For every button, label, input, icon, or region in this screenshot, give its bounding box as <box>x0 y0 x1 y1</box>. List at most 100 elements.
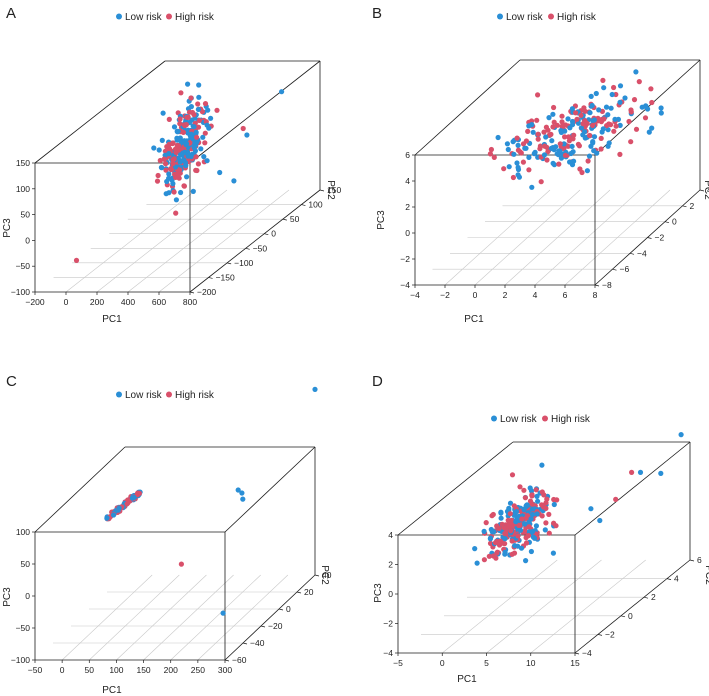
point-low-risk <box>524 502 530 508</box>
point-low-risk <box>589 102 595 109</box>
y-tick-label: 2 <box>690 201 695 211</box>
point-high-risk <box>649 99 655 106</box>
point-high-risk <box>537 143 544 149</box>
point-high-risk <box>628 139 634 145</box>
point-high-risk <box>195 124 202 130</box>
point-high-risk <box>613 496 619 502</box>
point-low-risk <box>166 171 172 177</box>
y-tick-label: 20 <box>304 587 314 597</box>
point-high-risk <box>587 132 593 139</box>
point-high-risk <box>519 516 525 522</box>
z-tick-label: −100 <box>11 655 30 665</box>
x-tick-label: 2 <box>503 290 508 300</box>
point-low-risk <box>542 527 548 533</box>
point-low-risk <box>158 164 164 171</box>
z-axis-label: PC3 <box>376 210 387 230</box>
point-low-risk <box>502 536 508 542</box>
point-low-risk <box>605 127 611 133</box>
point-low-risk <box>217 169 223 176</box>
point-low-risk <box>522 145 528 151</box>
point-high-risk <box>514 135 520 141</box>
legend: Low risk High risk <box>497 12 597 23</box>
point-low-risk <box>205 107 211 113</box>
y-tick <box>629 252 635 255</box>
point-low-risk <box>166 151 172 157</box>
x-tick-label: 200 <box>90 297 104 307</box>
point-high-risk <box>580 121 586 127</box>
point-high-risk <box>189 109 196 116</box>
y-tick-label: −150 <box>216 272 235 282</box>
point-low-risk <box>513 509 520 515</box>
point-high-risk <box>539 502 545 508</box>
point-high-risk <box>166 141 172 147</box>
box-frame <box>414 59 701 286</box>
y-tick-label: −2 <box>655 233 665 243</box>
y-tick <box>647 237 652 239</box>
point-low-risk <box>603 104 610 110</box>
point-low-risk <box>584 168 591 174</box>
point-high-risk <box>617 151 623 157</box>
gridline-x <box>96 189 228 293</box>
point-high-risk <box>493 555 499 561</box>
x-tick-label: 10 <box>526 658 536 668</box>
y-tick <box>682 205 687 208</box>
y-tick-label: −50 <box>253 243 268 253</box>
y-tick-label: −6 <box>620 264 630 274</box>
point-low-risk <box>151 145 157 151</box>
z-tick-label: −2 <box>383 619 393 629</box>
point-low-risk <box>530 129 536 135</box>
point-low-risk <box>658 470 664 476</box>
point-low-risk <box>164 178 170 185</box>
point-low-risk <box>513 519 519 525</box>
point-low-risk <box>204 122 210 128</box>
legend-label-low-risk: Low risk <box>125 12 163 23</box>
legend: Low risk High risk <box>116 12 215 23</box>
z-axis-label: PC3 <box>373 583 384 603</box>
z-tick-label: −4 <box>383 648 393 658</box>
point-low-risk <box>239 490 245 496</box>
point-high-risk <box>551 520 557 526</box>
point-low-risk <box>588 93 594 99</box>
point-high-risk <box>562 152 569 158</box>
point-high-risk <box>578 112 584 118</box>
point-low-risk <box>532 149 538 155</box>
y-tick <box>296 591 302 594</box>
frame-edge <box>34 446 126 533</box>
point-low-risk <box>633 69 639 75</box>
legend-label-high-risk: High risk <box>175 390 215 401</box>
scatter-points <box>73 81 285 263</box>
point-high-risk <box>626 118 632 125</box>
x-tick-label: −200 <box>25 297 44 307</box>
point-high-risk <box>240 125 246 132</box>
point-high-risk <box>601 116 607 122</box>
point-high-risk <box>177 121 183 127</box>
gridline-x <box>116 574 207 661</box>
point-low-risk <box>558 128 564 134</box>
point-low-risk <box>617 99 623 105</box>
point-high-risk <box>526 167 532 173</box>
point-high-risk <box>539 513 545 519</box>
point-low-risk <box>591 148 597 154</box>
point-low-risk <box>678 432 684 438</box>
scatter-points <box>487 69 664 190</box>
point-low-risk <box>191 124 197 130</box>
x-axis-label: PC1 <box>464 314 484 325</box>
point-high-risk <box>125 500 131 506</box>
point-high-risk <box>195 161 201 167</box>
x-tick-label: 300 <box>218 665 232 675</box>
point-low-risk <box>502 549 508 555</box>
point-low-risk <box>487 535 494 541</box>
y-tick-label: 2 <box>651 592 656 602</box>
x-tick-label: 0 <box>64 297 69 307</box>
point-high-risk <box>520 141 527 147</box>
y-tick <box>594 284 600 287</box>
point-high-risk <box>522 495 529 501</box>
z-axis-label: PC3 <box>2 587 13 607</box>
z-tick-label: 150 <box>16 158 30 168</box>
x-tick-label: 250 <box>191 665 205 675</box>
point-high-risk <box>535 136 541 142</box>
point-low-risk <box>511 151 517 157</box>
y-tick <box>208 277 213 279</box>
point-high-risk <box>543 505 549 511</box>
point-high-risk <box>193 154 199 160</box>
